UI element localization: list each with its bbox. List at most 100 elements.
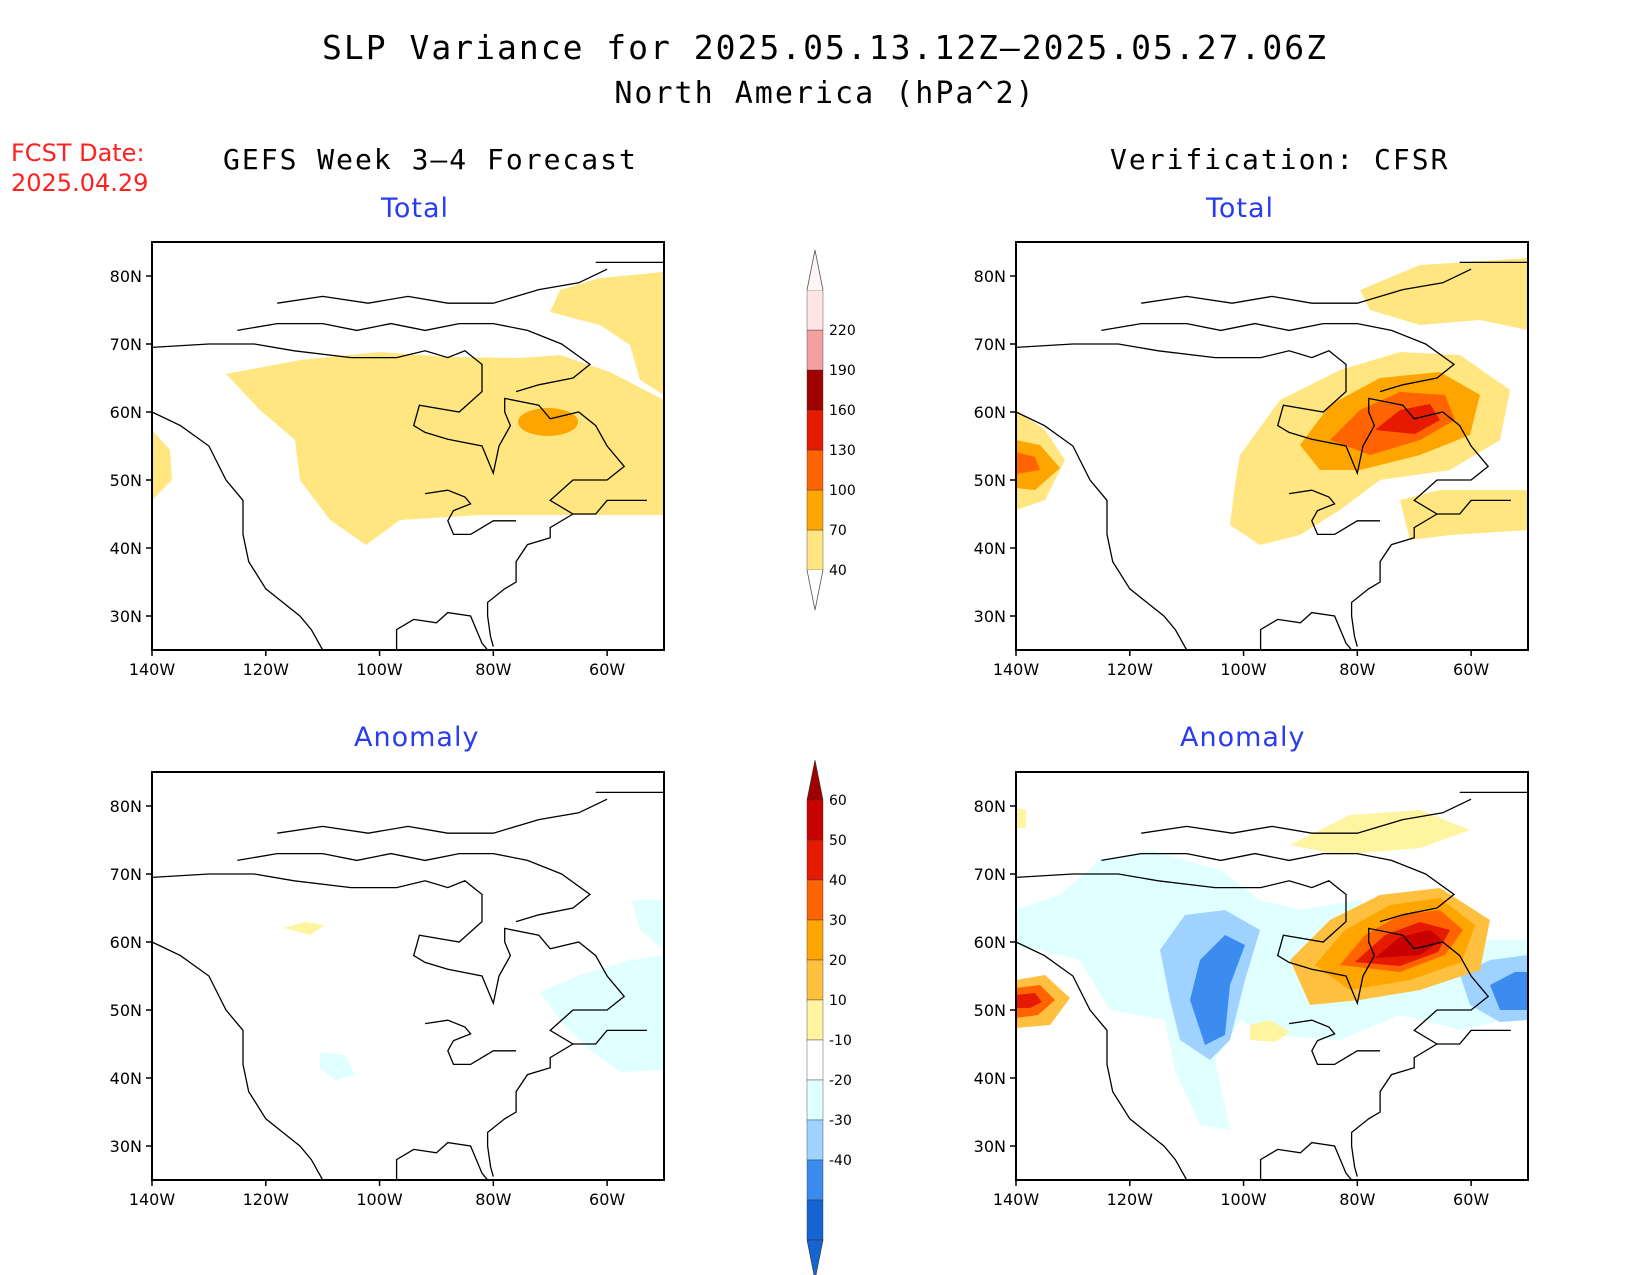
lon-tick-label: 140W <box>993 1190 1040 1209</box>
colorbar-anomaly-label: 50 <box>829 833 847 849</box>
coastline <box>277 268 608 304</box>
colorbar-anomaly-label: 30 <box>829 913 847 929</box>
colorbar-total-bin <box>806 369 824 411</box>
colorbar-anomaly-bin <box>806 919 824 961</box>
lon-tick-label: 100W <box>1220 660 1267 679</box>
lon-tick-label: 80W <box>1339 660 1375 679</box>
colorbar-anomaly-bin <box>806 999 824 1041</box>
coastline <box>1350 513 1438 647</box>
column-title-right: Verification: CFSR <box>1110 143 1450 176</box>
colorbar-anomaly-bin <box>806 1199 824 1241</box>
colorbar-anomaly-label: -40 <box>829 1153 852 1169</box>
lat-tick-label: 50N <box>110 1001 142 1020</box>
shading-gefs-anomaly <box>284 900 664 1080</box>
lat-tick-label: 80N <box>110 797 142 816</box>
lat-tick-label: 50N <box>974 471 1006 490</box>
lon-tick-label: 120W <box>1107 1190 1154 1209</box>
colorbar-anomaly-label: -30 <box>829 1113 852 1129</box>
colorbar-total-max-arrow <box>806 249 824 291</box>
coastline <box>152 873 647 1045</box>
shading-cfsr-total <box>1016 258 1528 545</box>
colorbar-total-bin <box>806 329 824 371</box>
map-panel-cfsr-anomaly <box>1015 771 1529 1181</box>
shading-cfsr-anomaly <box>1016 808 1528 1130</box>
coastline <box>1016 343 1511 515</box>
lat-tick-label: 70N <box>110 335 142 354</box>
coastlines-cfsr-total <box>1016 261 1528 650</box>
colorbar-anomaly-bin <box>806 1079 824 1121</box>
map-panel-gefs-anomaly <box>151 771 665 1181</box>
lat-tick-label: 60N <box>110 933 142 952</box>
lon-tick-label: 120W <box>243 1190 290 1209</box>
colorbar-total-label: 100 <box>829 483 856 499</box>
colorbar-anomaly-bin <box>806 959 824 1001</box>
lon-tick-label: 100W <box>1220 1190 1267 1209</box>
lon-tick-label: 100W <box>356 1190 403 1209</box>
lon-tick-label: 60W <box>589 660 625 679</box>
lon-tick-label: 100W <box>356 660 403 679</box>
coastline <box>277 798 608 834</box>
coastlines-gefs-anomaly <box>152 791 664 1180</box>
coastline <box>1016 411 1188 650</box>
coastline <box>1459 261 1528 276</box>
colorbar-anomaly-label: -20 <box>829 1073 852 1089</box>
colorbar-anomaly-max-arrow <box>806 759 824 801</box>
colorbar-total-bin <box>806 529 824 571</box>
lon-tick-label: 60W <box>1453 660 1489 679</box>
fcst-date: 2025.04.29 <box>11 169 149 197</box>
coastline <box>425 489 517 536</box>
coastline <box>1289 489 1381 536</box>
lon-tick-label: 120W <box>243 660 290 679</box>
coastline <box>237 322 592 393</box>
coastline <box>1259 611 1353 650</box>
colorbar-anomaly-bin <box>806 879 824 921</box>
coastline <box>1101 852 1456 923</box>
coastline <box>1016 873 1511 1045</box>
coastline <box>152 941 324 1180</box>
fcst-label: FCST Date: <box>11 139 145 167</box>
colorbar-total-label: 220 <box>829 323 856 339</box>
lon-tick-label: 80W <box>475 660 511 679</box>
lon-tick-label: 140W <box>993 660 1040 679</box>
coastline <box>1259 1141 1353 1180</box>
lat-tick-label: 50N <box>110 471 142 490</box>
colorbar-anomaly-bin <box>806 799 824 841</box>
colorbar-total: 40 70 100 130 160 190 220 <box>806 249 856 611</box>
colorbar-total-label: 160 <box>829 403 856 419</box>
colorbar-total-bin <box>806 489 824 531</box>
lat-tick-label: 80N <box>974 267 1006 286</box>
coastlines-gefs-total <box>152 261 664 650</box>
coastline <box>395 611 489 650</box>
lat-tick-label: 30N <box>974 1137 1006 1156</box>
panel-title-cfsr-anomaly: Anomaly <box>1180 722 1306 753</box>
lon-tick-label: 80W <box>1339 1190 1375 1209</box>
coastline <box>486 513 574 647</box>
coastline <box>1289 1019 1381 1066</box>
coastline <box>1350 1043 1438 1177</box>
colorbar-total-label: 190 <box>829 363 856 379</box>
lon-tick-label: 60W <box>589 1190 625 1209</box>
colorbar-anomaly-bin <box>806 1119 824 1161</box>
lon-tick-label: 80W <box>475 1190 511 1209</box>
coastline <box>1016 941 1188 1180</box>
colorbar-anomaly-bin <box>806 839 824 881</box>
map-panel-gefs-total <box>151 241 665 651</box>
panel-title-gefs-anomaly: Anomaly <box>354 722 480 753</box>
lat-tick-label: 40N <box>974 539 1006 558</box>
coastlines-cfsr-anomaly <box>1016 791 1528 1180</box>
lat-tick-label: 60N <box>974 933 1006 952</box>
fcst-date-label: FCST Date: 2025.04.29 <box>11 138 148 198</box>
colorbar-total-label: 70 <box>829 523 847 539</box>
lat-tick-label: 30N <box>110 607 142 626</box>
lat-tick-label: 30N <box>110 1137 142 1156</box>
colorbar-anomaly-label: -10 <box>829 1033 852 1049</box>
lat-tick-label: 80N <box>110 267 142 286</box>
lat-tick-label: 60N <box>974 403 1006 422</box>
lat-tick-label: 40N <box>974 1069 1006 1088</box>
lat-tick-label: 60N <box>110 403 142 422</box>
colorbar-total-bin <box>806 409 824 451</box>
coastline <box>1459 791 1528 806</box>
colorbar-anomaly-bin <box>806 1039 824 1081</box>
lon-tick-label: 60W <box>1453 1190 1489 1209</box>
